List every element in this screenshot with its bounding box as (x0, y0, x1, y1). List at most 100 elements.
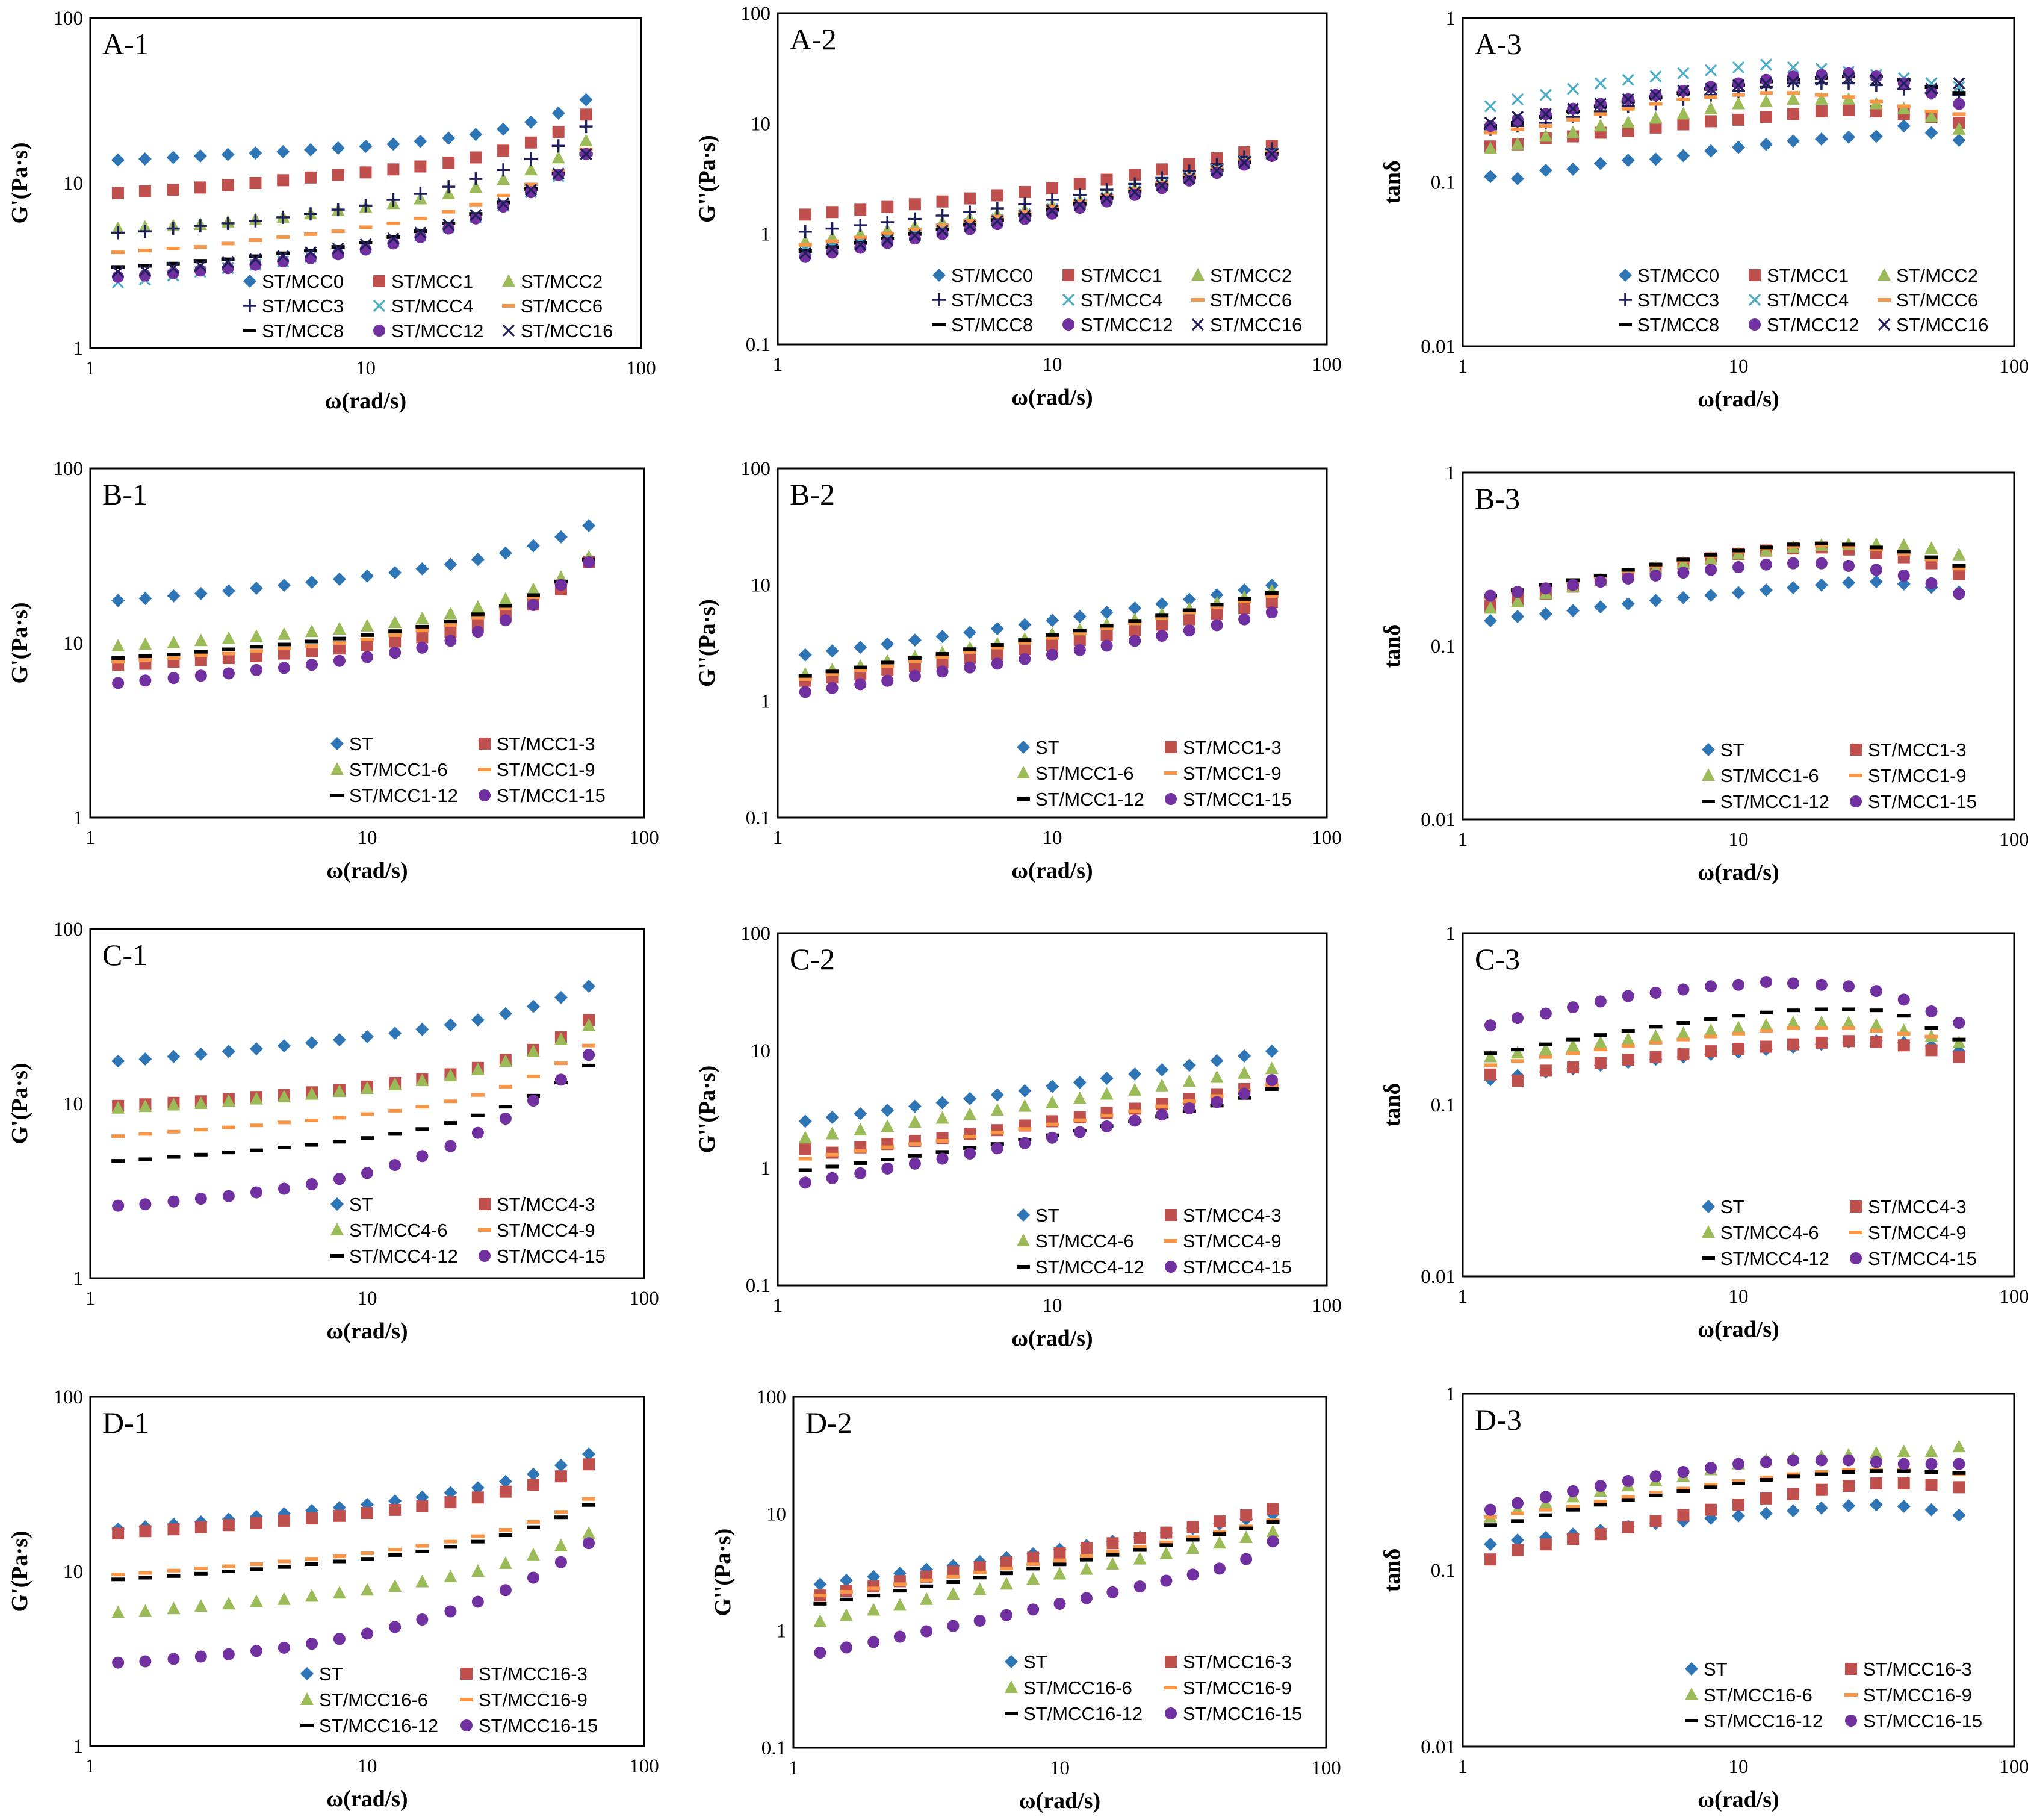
data-point (867, 1603, 881, 1616)
data-point (444, 1545, 457, 1549)
data-point (249, 1562, 263, 1566)
data-point (414, 231, 427, 243)
series-ST/MCC4-6 (798, 1061, 1279, 1144)
data-point (1238, 602, 1251, 615)
data-point (1182, 592, 1196, 606)
data-point (1106, 1586, 1119, 1598)
data-point (1732, 1482, 1745, 1486)
data-point (1759, 1018, 1773, 1031)
data-point (1265, 148, 1278, 161)
data-point (1676, 557, 1690, 562)
data-point (1704, 1034, 1718, 1039)
data-point (444, 1121, 457, 1125)
data-point (990, 201, 1004, 215)
data-point (1786, 91, 1800, 95)
data-point (194, 181, 206, 194)
data-point (250, 663, 262, 676)
legend-label: ST/MCC12 (1081, 314, 1173, 335)
data-point (305, 1557, 319, 1561)
data-point (1238, 613, 1251, 626)
data-point (990, 645, 1004, 650)
data-point (1566, 604, 1580, 618)
y-tick-label: 0.1 (761, 1738, 786, 1759)
data-point (1510, 1059, 1524, 1063)
data-point (386, 137, 400, 151)
data-point (1732, 93, 1745, 97)
data-point (1539, 108, 1552, 120)
data-point (194, 650, 208, 654)
data-point (304, 143, 318, 157)
data-point (166, 247, 180, 251)
data-point (276, 144, 290, 158)
data-point (416, 1150, 429, 1163)
y-axis-label: tanδ (1380, 1548, 1405, 1592)
legend-label: ST/MCC4-3 (1868, 1196, 1967, 1217)
data-point (111, 656, 125, 660)
data-point (1511, 110, 1524, 123)
data-point (1566, 1037, 1580, 1042)
data-point (1265, 606, 1278, 619)
plot-frame (1462, 471, 2015, 821)
data-point (471, 1126, 484, 1139)
data-point (1100, 1113, 1114, 1117)
legend-marker (1165, 793, 1177, 805)
data-point (580, 148, 592, 160)
data-point (1566, 1505, 1580, 1509)
data-point (388, 615, 402, 628)
data-point (524, 182, 538, 187)
data-point (1952, 1035, 1966, 1048)
data-point (332, 641, 346, 645)
data-point (1182, 608, 1196, 612)
data-point (527, 1571, 539, 1584)
data-point (499, 1485, 512, 1498)
legend-label: ST/MCC16-12 (1023, 1703, 1143, 1724)
data-point (388, 566, 402, 580)
data-point (881, 674, 894, 687)
data-point (361, 1557, 374, 1561)
data-point (1814, 1026, 1828, 1030)
data-point (1621, 1032, 1635, 1045)
data-point (388, 1026, 402, 1040)
legend-label: ST/MCC4-12 (1035, 1256, 1144, 1278)
data-point (222, 651, 235, 656)
data-point (1953, 1481, 1965, 1494)
legend-marker (1702, 768, 1715, 781)
data-point (1869, 575, 1883, 589)
data-point (991, 215, 1003, 228)
data-point (526, 1044, 540, 1057)
data-point (936, 656, 949, 669)
data-point (333, 654, 346, 667)
data-point (1842, 1016, 1856, 1029)
data-point (167, 1129, 181, 1134)
data-point (854, 1161, 867, 1165)
data-point (414, 160, 427, 173)
x-axis-label: ω(rad/s) (1011, 858, 1093, 883)
data-point (799, 1176, 811, 1189)
data-point (1732, 1509, 1745, 1523)
data-point (1815, 1483, 1828, 1496)
data-point (1210, 1070, 1224, 1083)
data-point (1924, 109, 1938, 113)
data-point (1046, 639, 1058, 651)
data-point (1897, 1039, 1910, 1052)
data-point (1182, 1099, 1196, 1104)
data-point (471, 1481, 485, 1495)
data-point (1759, 137, 1773, 151)
data-point (1511, 113, 1524, 126)
data-point (305, 1087, 319, 1100)
legend-label: ST/MCC4 (1767, 290, 1849, 311)
data-point (1073, 1118, 1087, 1122)
series-ST/MCC4-3 (1484, 1035, 1965, 1087)
data-point (936, 225, 949, 237)
data-point (1649, 89, 1662, 101)
data-point (278, 662, 290, 674)
data-point (138, 1132, 152, 1136)
data-point (935, 1111, 949, 1124)
series-ST/MCC16 (111, 148, 592, 278)
y-tick-label: 1 (1446, 462, 1456, 484)
data-point (250, 1645, 262, 1657)
data-point (444, 1018, 457, 1032)
data-point (1156, 182, 1168, 194)
data-point (554, 1556, 567, 1568)
data-point (249, 177, 262, 189)
